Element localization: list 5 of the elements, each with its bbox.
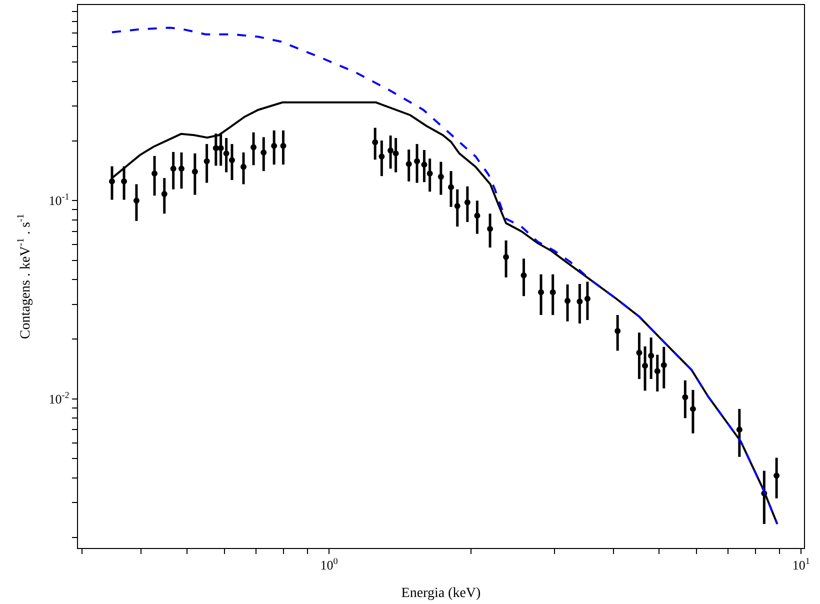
x-tick-label: 10$^{0}$ [320,556,338,573]
x-tick-label: 10$^{1}$ [792,556,810,573]
y-tick-label: 10$^{-2}$ [48,390,70,406]
y-tick-label: 10$^{-1}$ [48,192,70,208]
x-axis-title: Energia (keV) [401,586,482,601]
